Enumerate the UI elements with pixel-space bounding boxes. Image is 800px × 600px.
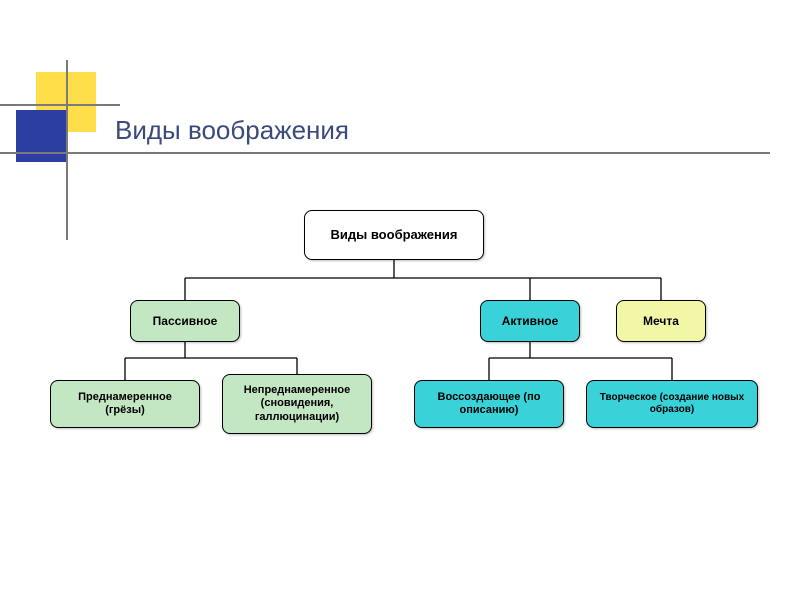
deco-blue-block [16, 110, 68, 162]
node-unintentional: Непреднамеренное (сновидения, галлюцинац… [222, 374, 372, 434]
node-active: Активное [480, 300, 580, 342]
node-dream: Мечта [616, 300, 706, 342]
deco-hline-top [0, 104, 120, 106]
node-root: Виды воображения [304, 210, 484, 260]
deco-hline-title [0, 152, 770, 154]
node-creative: Творческое (создание новых образов) [586, 380, 758, 428]
node-reproductive: Воссоздающее (по описанию) [414, 380, 564, 428]
node-passive: Пассивное [130, 300, 240, 342]
slide-title: Виды воображения [115, 115, 349, 146]
node-intentional: Преднамеренное (грёзы) [50, 380, 200, 428]
deco-vline [66, 60, 68, 240]
